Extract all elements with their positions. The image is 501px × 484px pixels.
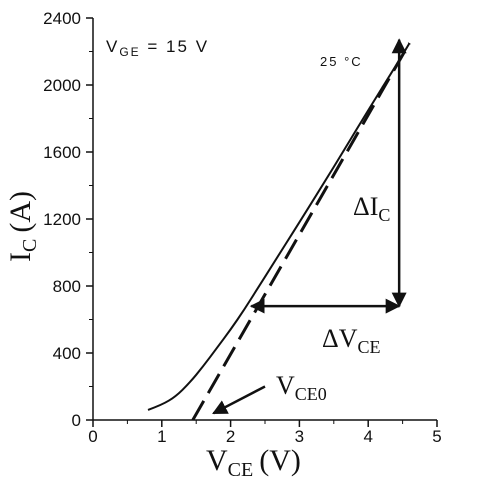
y-tick-label: 1600 bbox=[43, 143, 81, 162]
y-tick-label: 0 bbox=[72, 411, 81, 430]
y-tick-label: 400 bbox=[53, 344, 81, 363]
y-tick-label: 2400 bbox=[43, 9, 81, 28]
ticks bbox=[86, 17, 438, 427]
y-tick-label: 800 bbox=[53, 277, 81, 296]
x-axis-title: VCE (V) bbox=[206, 444, 301, 481]
delta-ic-label: ΔIC bbox=[353, 192, 390, 225]
delta-vce-label: ΔVCE bbox=[322, 324, 381, 357]
x-tick-label: 1 bbox=[157, 427, 166, 446]
vce0-pointer-arrow bbox=[212, 385, 266, 415]
tick-labels: 0 1 2 3 4 5 0 400 800 1200 1600 2000 2400 bbox=[43, 9, 442, 446]
x-tick-label: 4 bbox=[363, 427, 372, 446]
vce0-label: VCE0 bbox=[276, 371, 327, 404]
temperature-label: 25 °C bbox=[320, 54, 363, 69]
x-tick-label: 5 bbox=[432, 427, 441, 446]
y-axis-title: IC(A) bbox=[4, 191, 41, 262]
x-tick-label: 0 bbox=[88, 427, 97, 446]
y-tick-label: 1200 bbox=[43, 210, 81, 229]
x-tick-label: 3 bbox=[295, 427, 304, 446]
linear-approximation-line bbox=[191, 42, 411, 421]
condition-label: VGE = 15 V bbox=[106, 37, 209, 59]
ic-vce-curve bbox=[147, 42, 411, 411]
x-tick-label: 2 bbox=[226, 427, 235, 446]
y-tick-label: 2000 bbox=[43, 76, 81, 95]
